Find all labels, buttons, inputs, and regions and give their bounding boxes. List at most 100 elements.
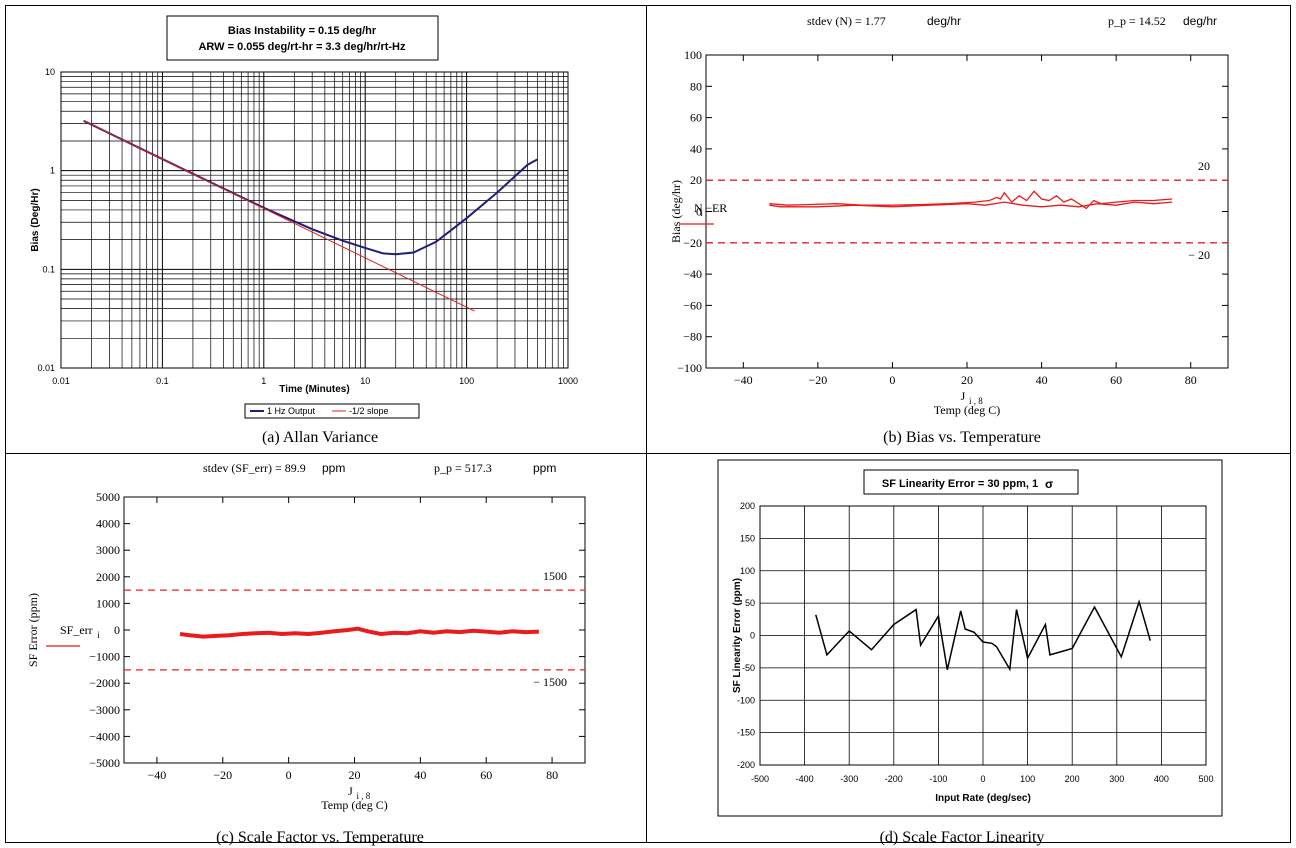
- linearity-ytick-label: 200: [740, 501, 755, 511]
- bias-ytick-label: 60: [690, 111, 702, 125]
- sferr-xtick-label: 80: [546, 768, 558, 782]
- linearity-xtick-label: -300: [840, 774, 858, 784]
- linearity-xtick-label: -400: [796, 774, 814, 784]
- linearity-xtick-label: -200: [885, 774, 903, 784]
- sferr-xtick-label: −40: [148, 768, 167, 782]
- allan-ytick-label: 0.1: [42, 264, 55, 274]
- sferr-xtick-label: 20: [349, 768, 361, 782]
- bias-series-line: [769, 190, 1173, 210]
- linearity-ytick-label: 150: [740, 533, 755, 543]
- sferr-ytick-label: 0: [114, 623, 120, 637]
- panel-divider-vertical: [646, 6, 647, 842]
- sferr-xtick-label: 40: [414, 768, 426, 782]
- linearity-series-line: [815, 599, 1152, 672]
- bias-ytick-label: 80: [690, 79, 702, 93]
- sferr-header-stdev: stdev (SF_err) = 89.9: [203, 461, 306, 475]
- sferr-legend-sub: i: [97, 630, 100, 640]
- linearity-ytick-label: 50: [745, 598, 755, 608]
- bias-caption: (b) Bias vs. Temperature: [883, 429, 1041, 446]
- sferr-xlabel-temp: Temp (deg C): [321, 798, 387, 812]
- linearity-caption: (d) Scale Factor Linearity: [880, 829, 1045, 846]
- bias-ytick-label: −100: [677, 361, 702, 375]
- linearity-xtick-label: 100: [1020, 774, 1035, 784]
- linearity-xtick-label: 300: [1109, 774, 1124, 784]
- linearity-ytick-label: -50: [742, 663, 755, 673]
- linearity-outer-frame: [717, 459, 1223, 817]
- linearity-xtick-label: 400: [1154, 774, 1169, 784]
- bias-header-stdev-unit: deg/hr: [927, 14, 961, 28]
- linearity-ytick-label: -200: [737, 760, 755, 770]
- bias-xtick-label: −20: [808, 373, 827, 387]
- bias-xlabel: J: [961, 389, 966, 403]
- linearity-xtick-label: 500: [1198, 774, 1213, 784]
- linearity-title: SF Linearity Error = 30 ppm, 1: [882, 478, 1038, 490]
- allan-title-box: [166, 15, 439, 61]
- sferr-series-line: [179, 626, 539, 639]
- panel-divider-horizontal: [6, 453, 1290, 454]
- sferr-header-pp: p_p = 517.3: [434, 461, 492, 475]
- sferr-ytick-label: −2000: [89, 676, 120, 690]
- sferr-ylabel: SF Error (ppm): [26, 593, 40, 667]
- linearity-title-box: [863, 469, 1079, 495]
- bias-ytick-label: −80: [683, 330, 702, 344]
- allan-ylabel: Bias (Deg/Hr): [30, 188, 41, 251]
- sferr-ytick-label: −5000: [89, 756, 120, 770]
- sferr-legend-label: SF_err: [60, 623, 93, 637]
- allan-chart: 0.01 0.1 1 10 100 1000 0.01 0.1 1 10 Time (Minutes…: [30, 15, 578, 446]
- bias-chart: stdev (N) = 1.77 deg/hr p_p = 14.52 deg/hr 1…: [669, 14, 1229, 446]
- figure-grid: [5, 5, 1291, 843]
- allan-title-line: Bias Instability = 0.15 deg/hr: [228, 25, 377, 37]
- linearity-ytick-label: -150: [737, 728, 755, 738]
- bias-ytick-label: −40: [683, 267, 702, 281]
- bias-plot-frame: [705, 54, 1229, 369]
- bias-xtick-label: 60: [1110, 373, 1122, 387]
- sferr-header-pp-unit: ppm: [533, 461, 556, 475]
- allan-xtick-label: 1000: [558, 376, 578, 386]
- sferr-ytick-label: −4000: [89, 729, 120, 743]
- bias-limit-label: 20: [1198, 159, 1210, 173]
- bias-ytick-label: 100: [684, 48, 702, 62]
- linearity-xtick-label: 0: [980, 774, 985, 784]
- sferr-caption: (c) Scale Factor vs. Temperature: [216, 829, 424, 846]
- allan-xtick-label: 1: [261, 376, 266, 386]
- sferr-ytick-label: −1000: [89, 650, 120, 664]
- sferr-ytick-label: 5000: [96, 490, 120, 504]
- linearity-ytick-label: 100: [740, 566, 755, 576]
- bias-ytick-label: 20: [690, 173, 702, 187]
- linearity-ytick-label: -100: [737, 695, 755, 705]
- linearity-xtick-label: -500: [751, 774, 769, 784]
- linearity-ylabel: SF Linearity Error (ppm): [732, 578, 743, 693]
- bias-ytick-label: 40: [690, 142, 702, 156]
- bias-xtick-label: 80: [1185, 373, 1197, 387]
- sferr-xlabel: J: [348, 784, 353, 798]
- bias-xtick-label: 0: [889, 373, 895, 387]
- bias-xlabel-sub: i , 8: [969, 396, 983, 406]
- bias-header-stdev: stdev (N) = 1.77: [807, 14, 886, 28]
- allan-title-line: ARW = 0.055 deg/rt-hr = 3.3 deg/hr/rt-Hz: [198, 41, 406, 53]
- bias-ytick-label: 0: [696, 205, 702, 219]
- linearity-xlabel: Input Rate (deg/sec): [935, 793, 1031, 804]
- bias-limit-label: − 20: [1188, 248, 1210, 262]
- bias-header-pp: p_p = 14.52: [1108, 14, 1166, 28]
- bias-header-pp-unit: deg/hr: [1183, 14, 1217, 28]
- allan-xlabel: Time (Minutes): [279, 384, 349, 395]
- sferr-header-stdev-unit: ppm: [322, 461, 345, 475]
- allan-xtick-label: 10: [360, 376, 370, 386]
- sferr-ytick-label: 3000: [96, 543, 120, 557]
- sferr-ytick-label: 2000: [96, 570, 120, 584]
- linearity-title-sigma: σ: [1045, 477, 1053, 491]
- linearity-ytick-label: 0: [750, 631, 755, 641]
- allan-xtick-label: 0.01: [52, 376, 70, 386]
- sferr-ytick-label: −3000: [89, 703, 120, 717]
- allan-legend-label: 1 Hz Output: [267, 406, 316, 416]
- allan-plot-frame: [60, 71, 569, 369]
- allan-caption: (a) Allan Variance: [262, 429, 378, 446]
- allan-ytick-label: 1: [50, 166, 55, 176]
- bias-xtick-label: −40: [734, 373, 753, 387]
- sferr-ytick-label: 4000: [96, 517, 120, 531]
- bias-legend-suffix: −ER: [705, 201, 727, 215]
- sferr-chart: stdev (SF_err) = 89.9 ppm p_p = 517.3 ppm 50…: [26, 461, 586, 846]
- sferr-xlabel-sub: i , 8: [357, 791, 371, 801]
- bias-xtick-label: 20: [961, 373, 973, 387]
